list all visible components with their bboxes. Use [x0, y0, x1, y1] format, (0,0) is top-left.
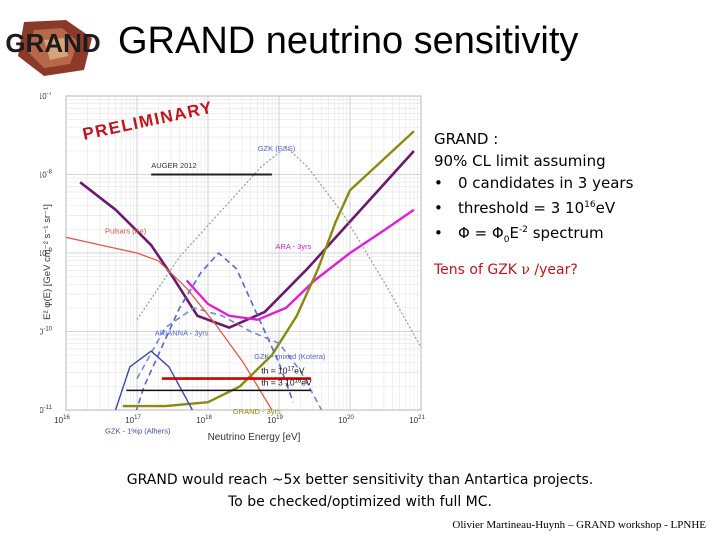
- x-tick-label: 1020: [338, 415, 354, 425]
- y-axis-label: E² φ(E) [GeV cm⁻² s⁻¹ sr⁻¹]: [42, 204, 53, 320]
- conclusion-line-2: To be checked/optimized with full MC.: [228, 494, 492, 510]
- threshold-3e16-label: th = 3 1016eV: [261, 377, 312, 387]
- nu-symbol: ν: [521, 262, 530, 278]
- annotation-arianna-3yrs: ARIANNA - 3yrs: [155, 328, 209, 337]
- x-tick-label: 1018: [196, 415, 212, 425]
- series-ara-3yrs: [185, 208, 415, 321]
- bullet-marker: •: [434, 224, 443, 242]
- bullet-marker: •: [434, 199, 443, 217]
- annotation-pulsars-ke: Pulsars (Ke): [105, 226, 147, 235]
- x-tick-label: 1017: [125, 415, 141, 425]
- grand-logo: GRAND: [5, 20, 101, 76]
- info-heading: GRAND :: [434, 130, 499, 148]
- series-gzk-mixed-kotera: [136, 307, 323, 410]
- annotation-gzk-ess: GZK (ESS): [258, 144, 296, 153]
- y-tick-label: 10-9: [40, 248, 53, 258]
- slide-title: GRAND neutrino sensitivity: [118, 20, 579, 62]
- footer-credit: Olivier Martineau-Huynh – GRAND workshop…: [452, 519, 706, 531]
- x-tick-label: 1016: [54, 415, 70, 425]
- grand-info: GRAND : 90% CL limit assuming • 0 candida…: [434, 128, 633, 251]
- x-tick-label: 1019: [267, 415, 283, 425]
- tens-of-gzk-question: Tens of GZK ν /year?: [434, 262, 578, 278]
- annotation-gzk-mixed-kotera: GZK - mixed (Kotera): [254, 352, 326, 361]
- y-tick-label: 10-11: [40, 405, 53, 415]
- bullet-spectrum: • Φ = Φ0E-2 spectrum: [434, 224, 604, 245]
- annotation-grand-3yrs: GRAND - 3yrs: [233, 407, 281, 416]
- series-grand-3yrs: [122, 130, 415, 408]
- x-axis-label: Neutrino Energy [eV]: [208, 432, 301, 443]
- bullet-candidates: • 0 candidates in 3 years: [434, 174, 634, 192]
- info-line: 90% CL limit assuming: [434, 152, 606, 170]
- conclusion-line-1: GRAND would reach ~5x better sensitivity…: [126, 472, 594, 488]
- y-tick-label: 10-7: [40, 92, 53, 101]
- y-tick-label: 10-8: [40, 170, 53, 180]
- x-tick-label: 1021: [409, 415, 425, 425]
- series-gzk-ess: [136, 146, 421, 348]
- annotation-auger-2012: AUGER 2012: [151, 161, 196, 170]
- threshold-1e17-label: th = 1017eV: [261, 366, 305, 376]
- bullet-threshold: • threshold = 3 1016eV: [434, 199, 616, 217]
- annotation-ara-3yrs: ARA - 3yrs: [275, 242, 311, 251]
- bullet-marker: •: [434, 174, 443, 192]
- annotation-gzk-1-p-alhers: GZK - 1%p (Alhers): [105, 427, 171, 436]
- series-pulsars-ke: [66, 236, 273, 410]
- logo-text: GRAND: [5, 28, 100, 58]
- y-tick-label: 10-10: [40, 327, 53, 337]
- series-gzk-1-p-alhers: [114, 350, 194, 410]
